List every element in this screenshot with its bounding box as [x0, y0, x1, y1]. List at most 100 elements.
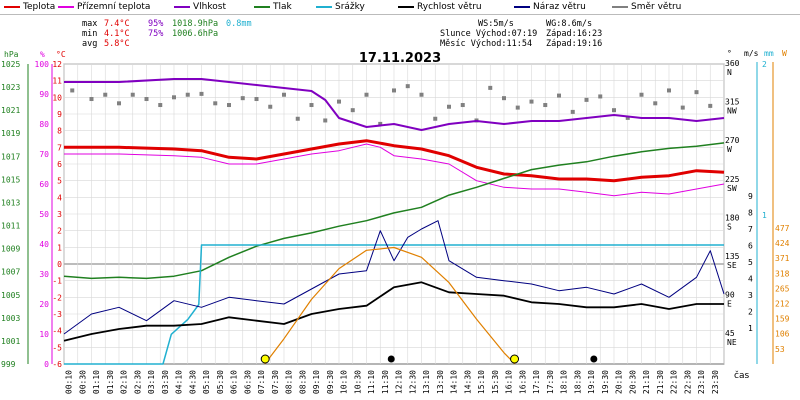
chart-plot-area	[63, 78, 725, 365]
wind-direction-point	[199, 91, 204, 96]
temperature-tick: -5	[52, 343, 62, 352]
x-tick-label: 21:30	[656, 370, 665, 394]
moonset-marker	[590, 355, 598, 363]
wind-direction-point	[268, 104, 273, 109]
direction-tick: 315	[725, 98, 740, 107]
pressure-tick: 1025	[1, 60, 20, 69]
wind-direction-point	[405, 84, 410, 89]
wind-direction-point	[378, 121, 383, 126]
moonset-info: Západ:19:16	[546, 39, 603, 49]
stat-min-hum: 75%	[148, 29, 164, 39]
wind-axis-label: m/s	[744, 49, 759, 58]
chart-title: 17.11.2023	[359, 51, 441, 66]
wind-direction-point	[158, 103, 163, 108]
rain-tick: 1	[762, 211, 767, 220]
x-tick-label: 01:10	[92, 370, 101, 394]
legend-label: Teplota	[23, 2, 56, 12]
solar-tick: 159	[775, 315, 790, 324]
rain-axis-label: mm	[764, 49, 774, 58]
wind-direction-point	[254, 97, 259, 102]
wind-direction-point	[282, 92, 286, 97]
wind-tick: 6	[748, 242, 753, 251]
wind-direction-point	[172, 95, 176, 100]
pressure-tick: 1013	[1, 198, 20, 207]
humidity-tick: 20	[39, 300, 49, 309]
x-tick-label: 23:30	[711, 370, 720, 394]
humidity-tick: 100	[35, 60, 50, 69]
humidity-tick: 60	[39, 180, 49, 189]
x-tick-label: 05:30	[216, 370, 225, 394]
legend-label: Směr větru	[631, 2, 682, 12]
x-tick-label: 13:30	[436, 370, 445, 394]
solar-tick: 53	[775, 345, 785, 354]
x-tick-label: 22:10	[670, 370, 679, 394]
x-tick-label: 10:10	[340, 370, 349, 394]
wind-direction-point	[89, 97, 94, 102]
x-tick-label: 10:30	[353, 370, 362, 394]
wind-tick: 2	[748, 308, 753, 317]
stat-min-label: min	[82, 29, 98, 39]
temperature-tick: -3	[52, 310, 62, 319]
temperature-tick: 10	[52, 93, 62, 102]
x-tick-label: 18:10	[560, 370, 569, 394]
pressure-tick: 1009	[1, 245, 20, 254]
direction-letter: SW	[727, 184, 737, 193]
temperature-tick: 5	[57, 177, 62, 186]
x-tick-label: 19:10	[587, 370, 596, 394]
x-tick-label: 15:30	[491, 370, 500, 394]
temperature-tick: 9	[57, 110, 62, 119]
sunrise-marker	[260, 354, 270, 364]
solar-tick: 371	[775, 254, 790, 263]
stat-max-hum: 95%	[148, 19, 164, 29]
pressure-tick: 1017	[1, 152, 20, 161]
humidity-tick: 80	[39, 120, 49, 129]
direction-tick: 45	[725, 329, 735, 338]
x-axis-label: čas	[734, 370, 749, 381]
x-tick-label: 03:10	[147, 370, 156, 394]
pressure-tick: 1021	[1, 106, 20, 115]
humidity-axis-label: %	[40, 50, 45, 59]
x-tick-label: 03:30	[161, 370, 170, 394]
pressure-tick: 1007	[1, 268, 20, 277]
x-tick-label: 20:10	[615, 370, 624, 394]
wind-direction-point	[185, 92, 190, 97]
legend-item: Vlhkost	[174, 2, 226, 12]
legend-item: Směr větru	[612, 2, 681, 12]
x-tick-label: 02:30	[133, 370, 142, 394]
legend-swatch	[4, 5, 20, 8]
humidity-tick: 70	[39, 150, 49, 159]
legend-label: Přízemní teplota	[77, 2, 151, 12]
sunset-marker	[510, 354, 520, 364]
series-line-n-raz-v-tru	[63, 220, 725, 335]
wind-direction-point	[240, 96, 245, 101]
legend-item: Přízemní teplota	[58, 2, 150, 12]
x-tick-label: 00:30	[78, 370, 87, 394]
wind-direction-point	[213, 101, 218, 106]
legend-label: Vlhkost	[193, 2, 226, 12]
x-tick-label: 06:30	[243, 370, 252, 394]
direction-letter: W	[727, 145, 732, 154]
legend-swatch	[58, 5, 74, 8]
pressure-tick: 1015	[1, 175, 20, 184]
humidity-tick: 10	[39, 330, 49, 339]
direction-letter: SE	[727, 261, 737, 270]
direction-letter: NE	[727, 338, 737, 347]
humidity-tick: 90	[39, 90, 49, 99]
pressure-tick: 1011	[1, 222, 20, 231]
wind-direction-point	[708, 103, 713, 108]
pressure-tick: 1003	[1, 314, 20, 323]
wind-direction-point	[337, 99, 341, 104]
wind-direction-point	[364, 92, 369, 97]
temperature-axis-label: °C	[56, 50, 66, 59]
wind-direction-point	[103, 92, 108, 97]
legend-swatch	[514, 5, 530, 8]
x-tick-label: 13:10	[422, 370, 431, 394]
wind-direction-point	[227, 103, 231, 108]
legend-label: Tlak	[273, 2, 292, 12]
wind-speed-info: WS:5m/s	[478, 19, 514, 29]
stat-max-label: max	[82, 19, 98, 29]
wind-tick: 7	[748, 225, 753, 234]
wind-direction-point	[117, 101, 121, 106]
humidity-tick: 30	[39, 270, 49, 279]
x-tick-label: 11:10	[367, 370, 376, 394]
